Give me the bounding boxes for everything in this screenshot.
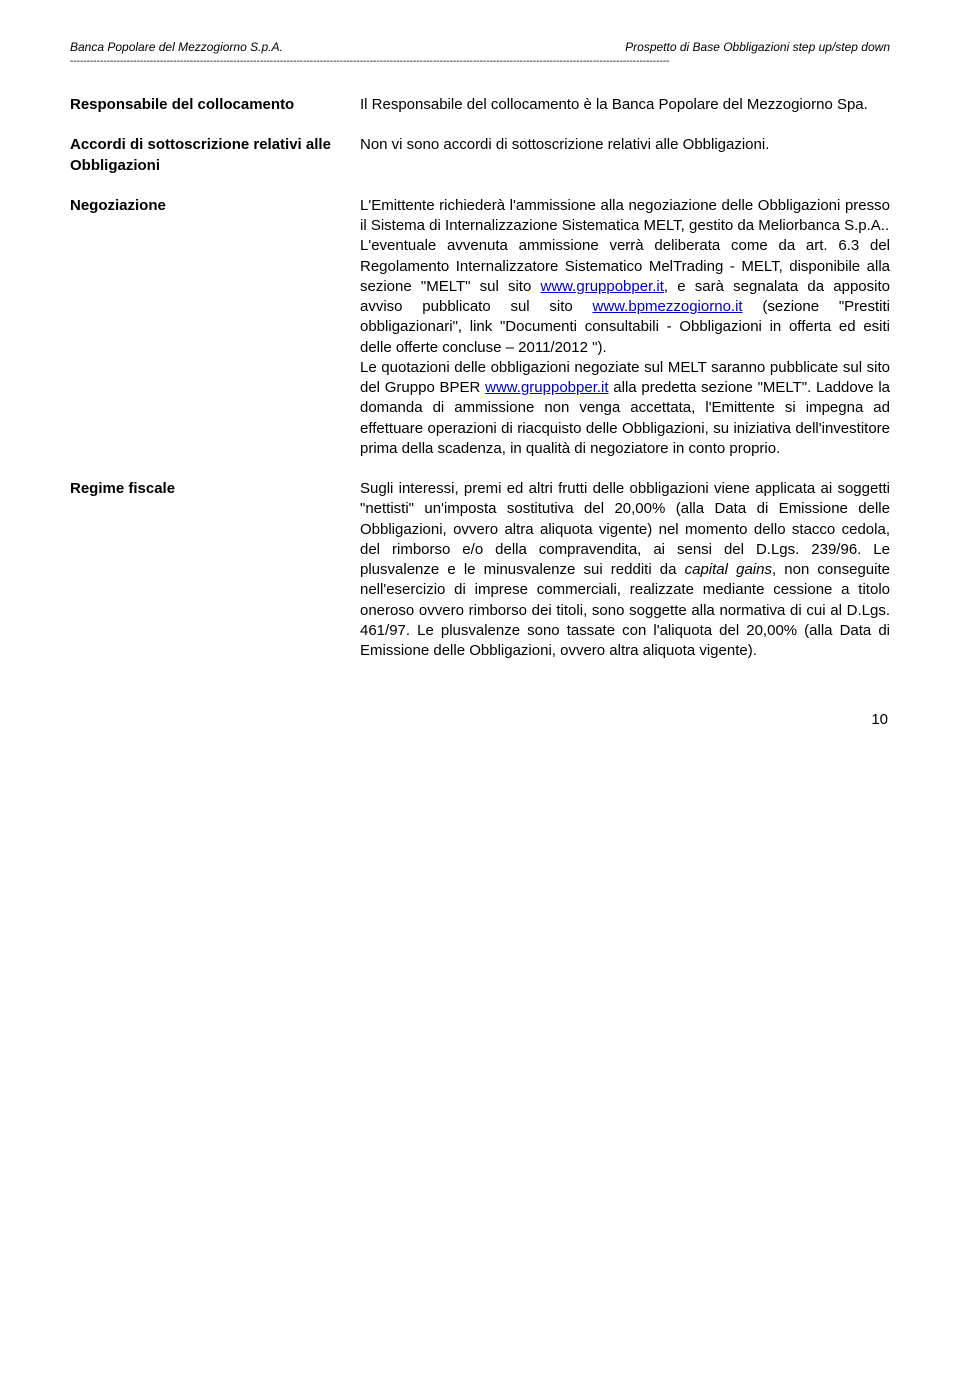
section-body: L'Emittente richiederà l'ammissione alla… [360,196,890,459]
header-right: Prospetto di Base Obbligazioni step up/s… [625,40,890,54]
section-body: Sugli interessi, premi ed altri frutti d… [360,479,890,661]
section-regime-fiscale: Regime fiscale Sugli interessi, premi ed… [70,479,890,661]
document-page: Banca Popolare del Mezzogiorno S.p.A. Pr… [0,0,960,768]
section-label: Negoziazione [70,196,360,459]
section-responsabile: Responsabile del collocamento Il Respons… [70,95,890,115]
section-label: Accordi di sottoscrizione relativi alle … [70,135,360,176]
section-negoziazione: Negoziazione L'Emittente richiederà l'am… [70,196,890,459]
header-row: Banca Popolare del Mezzogiorno S.p.A. Pr… [70,40,890,54]
section-body: Non vi sono accordi di sottoscrizione re… [360,135,890,176]
section-body: Il Responsabile del collocamento è la Ba… [360,95,890,115]
section-label: Responsabile del collocamento [70,95,360,115]
section-label: Regime fiscale [70,479,360,661]
header-left: Banca Popolare del Mezzogiorno S.p.A. [70,40,283,54]
header-divider: ----------------------------------------… [70,56,890,67]
section-accordi: Accordi di sottoscrizione relativi alle … [70,135,890,176]
page-number: 10 [70,711,890,728]
